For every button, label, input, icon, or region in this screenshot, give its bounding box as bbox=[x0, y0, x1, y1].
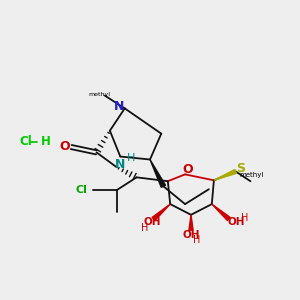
Text: OH: OH bbox=[182, 230, 200, 240]
Text: Cl: Cl bbox=[76, 184, 88, 194]
Text: Cl: Cl bbox=[20, 135, 33, 148]
Polygon shape bbox=[212, 204, 230, 220]
Text: H: H bbox=[193, 235, 200, 245]
Text: N: N bbox=[114, 100, 124, 112]
Text: OH: OH bbox=[227, 217, 245, 227]
Polygon shape bbox=[150, 160, 166, 187]
Text: S: S bbox=[236, 162, 245, 175]
Text: OH: OH bbox=[143, 217, 161, 227]
Polygon shape bbox=[152, 204, 170, 220]
Text: N: N bbox=[115, 158, 125, 171]
Polygon shape bbox=[214, 169, 236, 180]
Text: methyl: methyl bbox=[88, 92, 110, 97]
Text: H: H bbox=[40, 135, 50, 148]
Text: methyl: methyl bbox=[240, 172, 264, 178]
Text: O: O bbox=[183, 163, 194, 176]
Text: H: H bbox=[127, 153, 135, 163]
Text: O: O bbox=[59, 140, 70, 153]
Text: H: H bbox=[242, 213, 249, 224]
Polygon shape bbox=[189, 215, 193, 230]
Text: H: H bbox=[141, 223, 148, 233]
